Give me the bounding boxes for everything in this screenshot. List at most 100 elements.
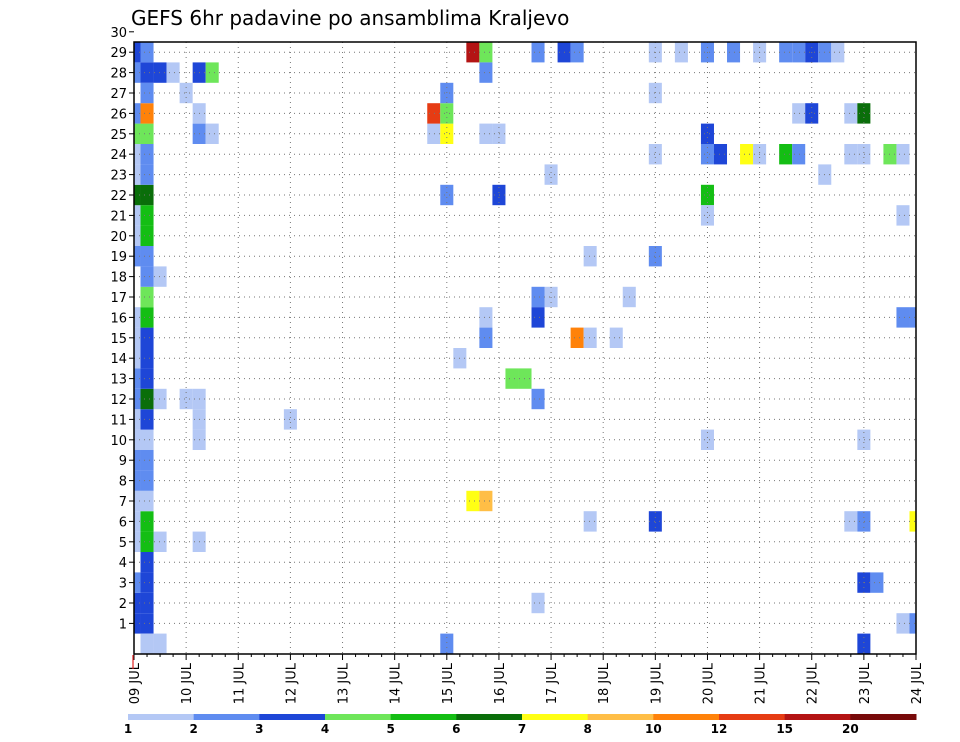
heatmap-cells <box>134 42 916 654</box>
heatmap-cell <box>648 246 662 267</box>
y-tick-label: 13 <box>110 373 127 388</box>
heatmap-cell <box>140 552 154 573</box>
heatmap-cell <box>140 164 154 185</box>
x-tick-label: 22 JUL <box>806 662 821 704</box>
heatmap-cell <box>140 205 154 226</box>
heatmap-cell <box>166 62 180 83</box>
colorbar-label: 5 <box>386 722 394 736</box>
heatmap-cell <box>700 205 714 226</box>
y-tick-label: 4 <box>119 556 127 571</box>
heatmap-cell <box>727 42 741 63</box>
heatmap-cell <box>140 531 154 552</box>
heatmap-cell <box>140 572 154 593</box>
heatmap-cell <box>531 307 545 328</box>
heatmap-cell <box>531 42 545 63</box>
heatmap-cell <box>140 429 154 450</box>
heatmap-cell <box>896 144 910 165</box>
heatmap-cell <box>466 490 480 512</box>
y-tick-label: 3 <box>119 577 127 592</box>
heatmap-cell <box>140 307 154 328</box>
colorbar-label: 15 <box>776 722 793 736</box>
heatmap-cell <box>140 348 154 369</box>
chart-title: GEFS 6hr padavine po ansamblima Kraljevo <box>131 6 569 30</box>
heatmap-cell <box>134 490 141 512</box>
x-tick-label: 23 JUL <box>858 662 873 704</box>
y-tick-label: 22 <box>110 189 127 204</box>
heatmap-cell <box>648 144 662 165</box>
heatmap-cell <box>140 450 154 471</box>
y-tick-label: 14 <box>110 352 127 367</box>
heatmap-cell <box>909 511 916 532</box>
heatmap-cell <box>140 184 154 206</box>
heatmap-cell <box>479 307 493 328</box>
heatmap-cell <box>140 103 154 124</box>
colorbar-swatch <box>587 714 654 720</box>
x-tick-label: 16 JUL <box>493 662 508 704</box>
heatmap-cell <box>140 225 154 246</box>
heatmap-cell <box>140 470 154 491</box>
y-tick-label: 28 <box>110 67 127 82</box>
colorbar-swatch <box>719 714 786 720</box>
heatmap-cell <box>140 144 154 165</box>
heatmap-cell <box>140 409 154 430</box>
colorbar-label: 4 <box>321 722 329 736</box>
heatmap-cell <box>909 307 916 328</box>
heatmap-cell <box>479 42 493 63</box>
heatmap-cell <box>140 592 154 614</box>
x-axis: 09 JUL 10 JUL 11 JUL 12 JUL 13 JUL 14 JUL 15 J… <box>128 654 925 704</box>
heatmap-cell <box>479 490 493 512</box>
colorbar-swatch <box>193 714 260 720</box>
x-tick-label: 21 JUL <box>754 662 769 704</box>
heatmap-cell <box>844 511 858 532</box>
y-tick-label: 20 <box>110 230 127 245</box>
y-tick-label: 1 <box>119 617 127 632</box>
heatmap-cell <box>140 123 154 144</box>
heatmap-cell <box>140 246 154 267</box>
heatmap-cell <box>583 511 597 532</box>
heatmap-cell <box>134 348 141 369</box>
heatmap-cell <box>792 144 806 165</box>
heatmap-cell <box>713 144 728 165</box>
y-tick-label: 6 <box>119 515 127 530</box>
grid-lines <box>134 42 916 654</box>
y-tick-label: 25 <box>110 128 127 143</box>
y-tick-label: 8 <box>119 475 127 490</box>
x-tick-label: 18 JUL <box>597 662 612 704</box>
heatmap-cell <box>479 62 493 83</box>
heatmap-cell <box>870 572 884 593</box>
colorbar-label: 20 <box>842 722 859 736</box>
heatmap-cell <box>857 103 871 124</box>
heatmap-cell <box>140 388 154 410</box>
colorbar-legend: 1 2 3 4 5 6 7 8 10 12 15 20 <box>124 714 917 736</box>
heatmap-cell <box>140 633 154 654</box>
heatmap-cell <box>831 42 845 63</box>
heatmap-cell <box>140 511 154 532</box>
heatmap-cell <box>134 572 141 593</box>
heatmap-cell <box>134 42 141 63</box>
heatmap-cell <box>700 429 714 450</box>
x-tick-label: 12 JUL <box>284 662 299 704</box>
y-tick-label: 29 <box>110 46 127 61</box>
heatmap-cell <box>134 327 141 348</box>
x-tick-label: 17 JUL <box>545 662 560 704</box>
heatmap-cell <box>140 286 154 308</box>
colorbar-label: 2 <box>189 722 197 736</box>
heatmap-cell <box>134 409 141 430</box>
heatmap-cell <box>857 429 871 450</box>
heatmap-cell <box>140 62 154 83</box>
heatmap-cell <box>134 450 141 471</box>
heatmap-cell <box>134 184 141 206</box>
y-tick-label: 15 <box>110 332 127 347</box>
heatmap-cell <box>140 266 154 287</box>
heatmap-cell <box>134 62 141 83</box>
heatmap-cell <box>140 368 154 389</box>
colorbar-swatch <box>325 714 392 720</box>
heatmap-cell <box>134 470 141 491</box>
x-tick-label: 24 JUL <box>910 662 925 704</box>
heatmap-cell <box>479 327 493 348</box>
heatmap-cell <box>140 82 154 104</box>
heatmap-cell <box>140 490 154 512</box>
heatmap-cell <box>283 409 297 430</box>
colorbar-swatch <box>259 714 326 720</box>
heatmap-cell <box>134 123 141 144</box>
